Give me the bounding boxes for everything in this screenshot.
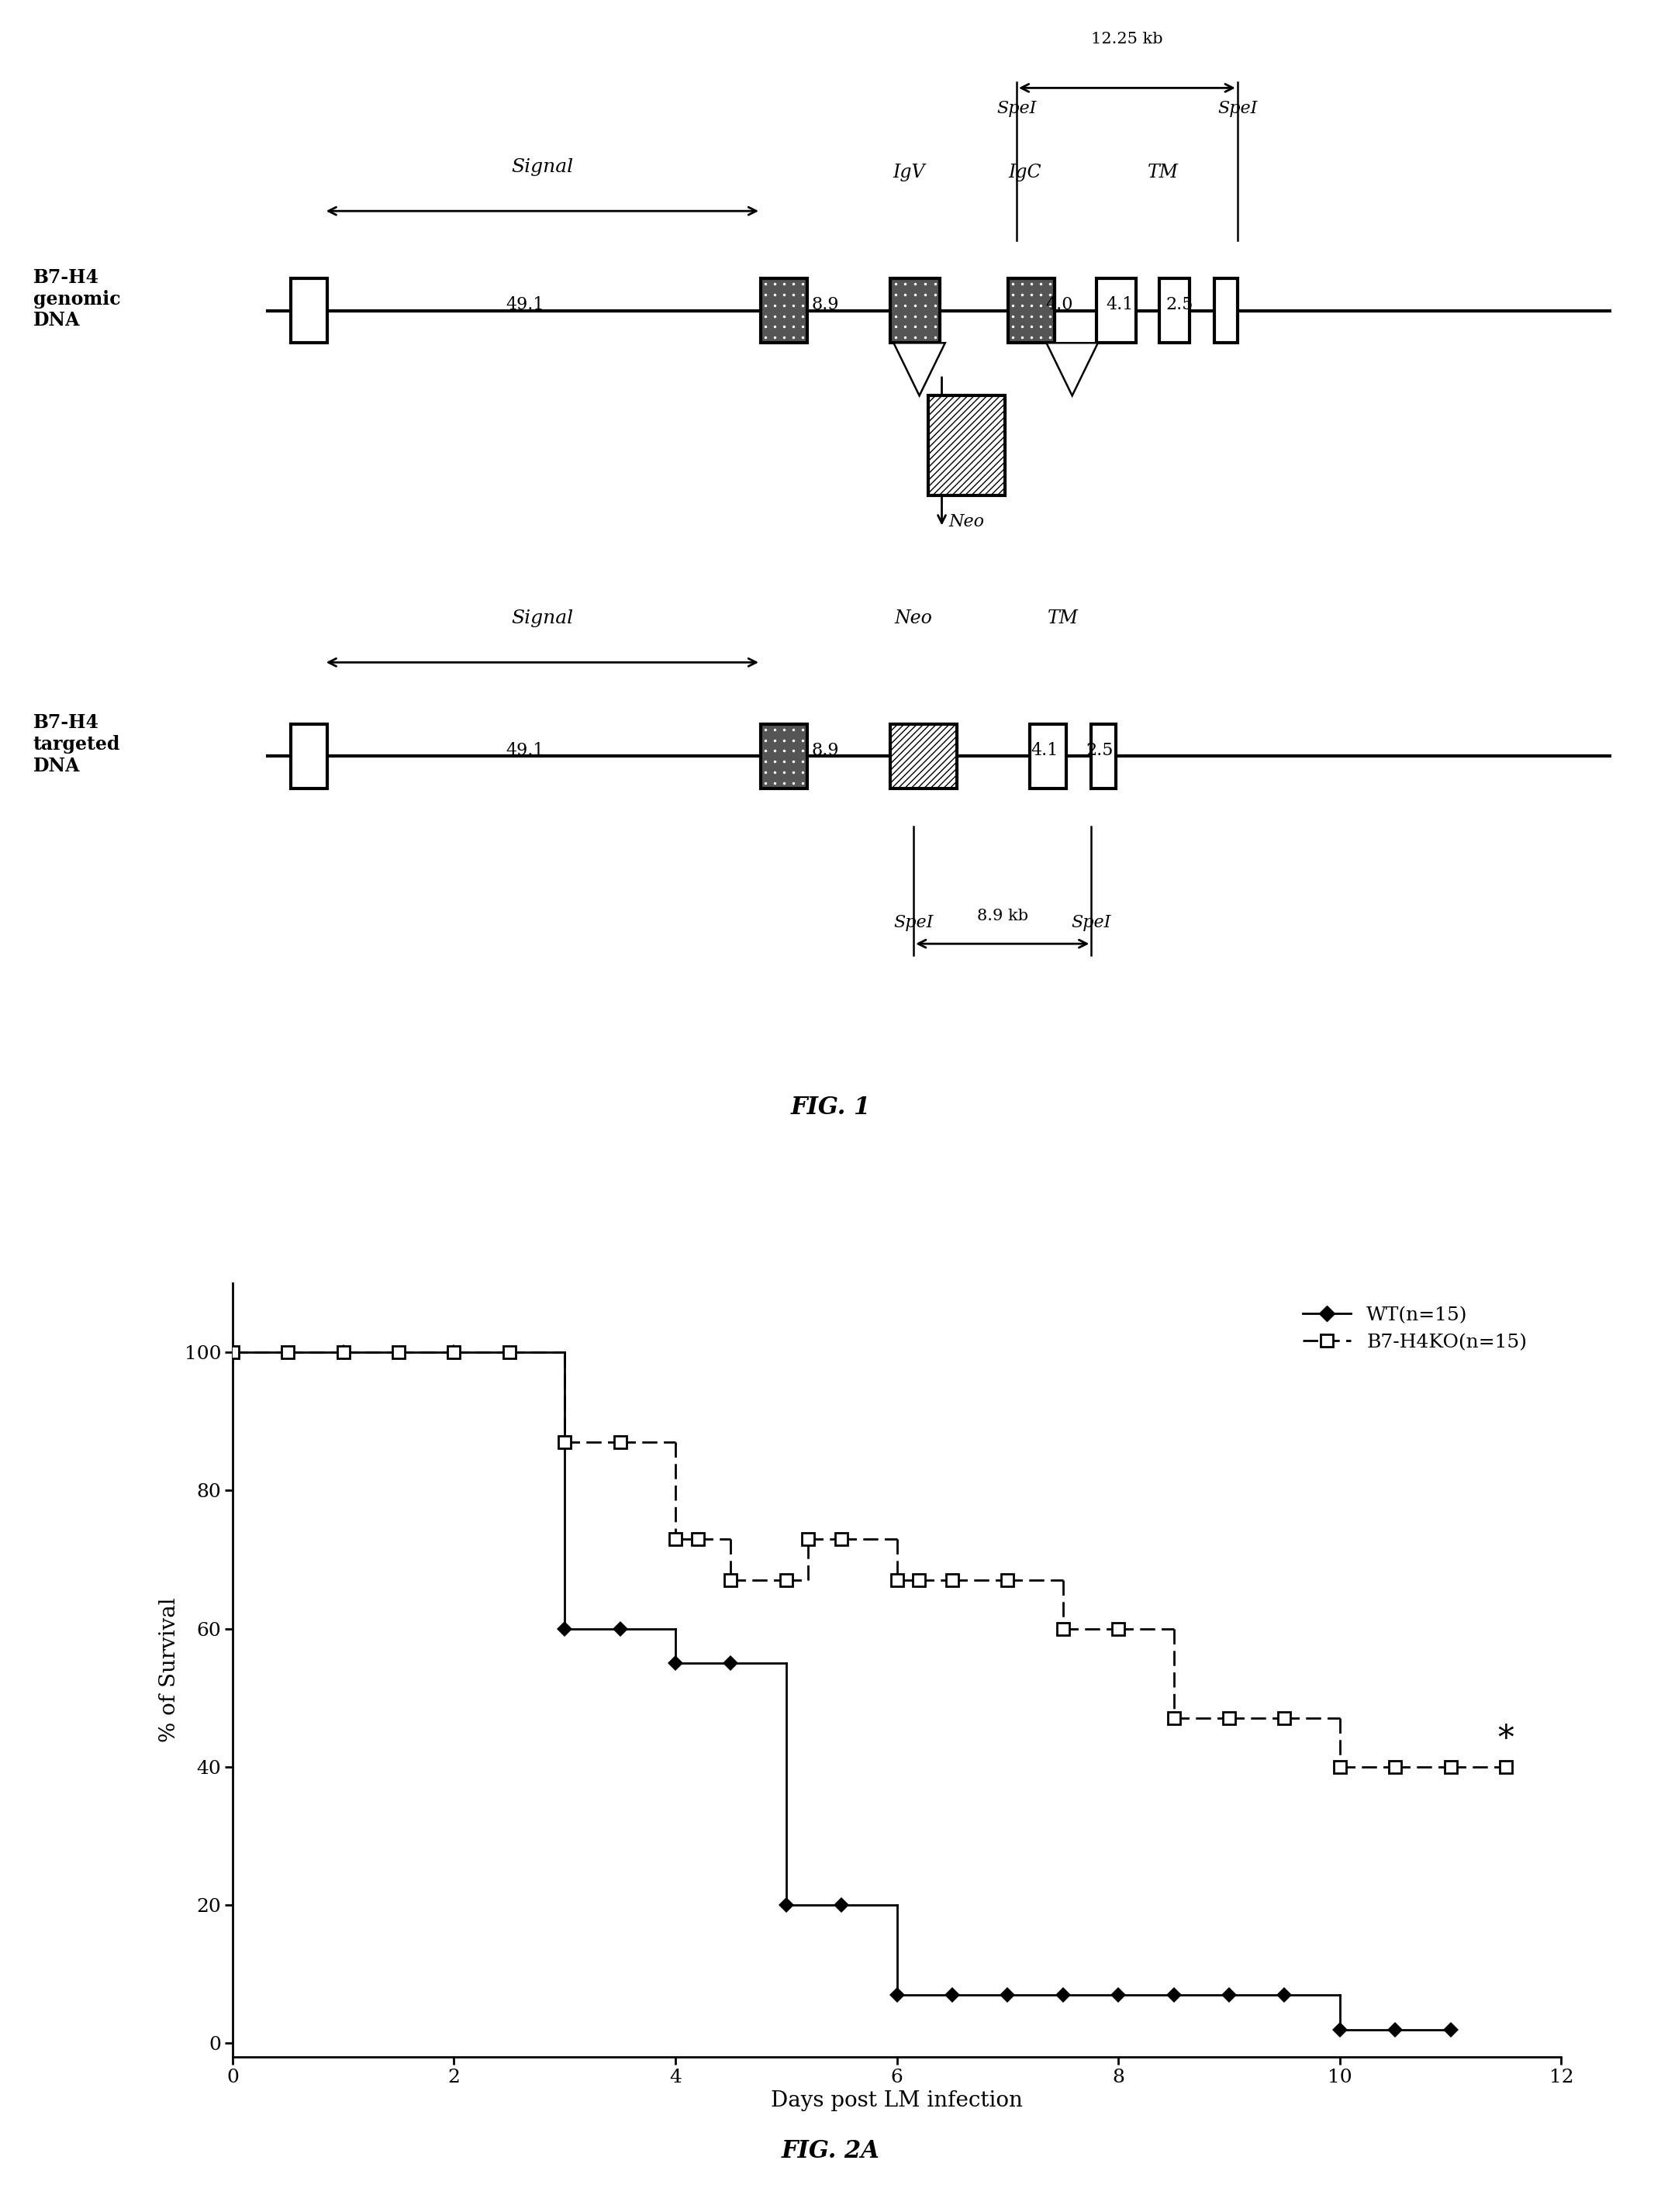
Y-axis label: % of Survival: % of Survival [159,1597,179,1743]
Text: SpeI: SpeI [1218,100,1257,117]
Text: B7-H4
genomic
DNA: B7-H4 genomic DNA [33,268,121,330]
Text: 4.0: 4.0 [1046,296,1073,314]
Text: IgC: IgC [1008,164,1041,181]
X-axis label: Days post LM infection: Days post LM infection [771,2090,1023,2112]
Bar [291,723,327,787]
Legend: WT(n=15), B7-H4KO(n=15): WT(n=15), B7-H4KO(n=15) [1296,1298,1535,1360]
Text: SpeI: SpeI [894,914,933,931]
Bar [890,723,957,787]
Text: TM: TM [1148,164,1178,181]
Text: 49.1: 49.1 [505,741,545,759]
Text: SpeI: SpeI [1071,914,1111,931]
Text: FIG. 2A: FIG. 2A [781,2139,880,2163]
Bar [1008,279,1055,343]
Text: SpeI: SpeI [997,100,1036,117]
Text: IgV: IgV [892,164,925,181]
Text: Neo: Neo [948,513,985,531]
Text: Signal: Signal [512,157,573,177]
Text: TM: TM [1048,608,1078,628]
Text: 4.1: 4.1 [1031,741,1058,759]
Bar [761,723,807,787]
Polygon shape [894,343,945,396]
Bar [291,279,327,343]
Text: 2.5: 2.5 [1086,741,1113,759]
Bar [1096,279,1136,343]
Bar [761,279,807,343]
Text: FIG. 1: FIG. 1 [791,1095,870,1119]
Bar [928,396,1005,495]
Text: Signal: Signal [512,608,573,628]
Text: 12.25 kb: 12.25 kb [1091,33,1163,46]
Text: 2.5: 2.5 [1166,296,1193,314]
Text: B7-H4
targeted
DNA: B7-H4 targeted DNA [33,714,120,776]
Polygon shape [1046,343,1098,396]
Text: 8.9: 8.9 [812,741,839,759]
Bar [1214,279,1237,343]
Bar [1159,279,1189,343]
Text: Neo: Neo [895,608,932,628]
Text: *: * [1498,1723,1515,1756]
Bar [1091,723,1116,787]
Bar [1030,723,1066,787]
Text: 8.9 kb: 8.9 kb [977,909,1028,922]
Bar [890,279,940,343]
Text: 8.9: 8.9 [812,296,839,314]
Text: 4.1: 4.1 [1106,296,1133,314]
Text: 49.1: 49.1 [505,296,545,314]
